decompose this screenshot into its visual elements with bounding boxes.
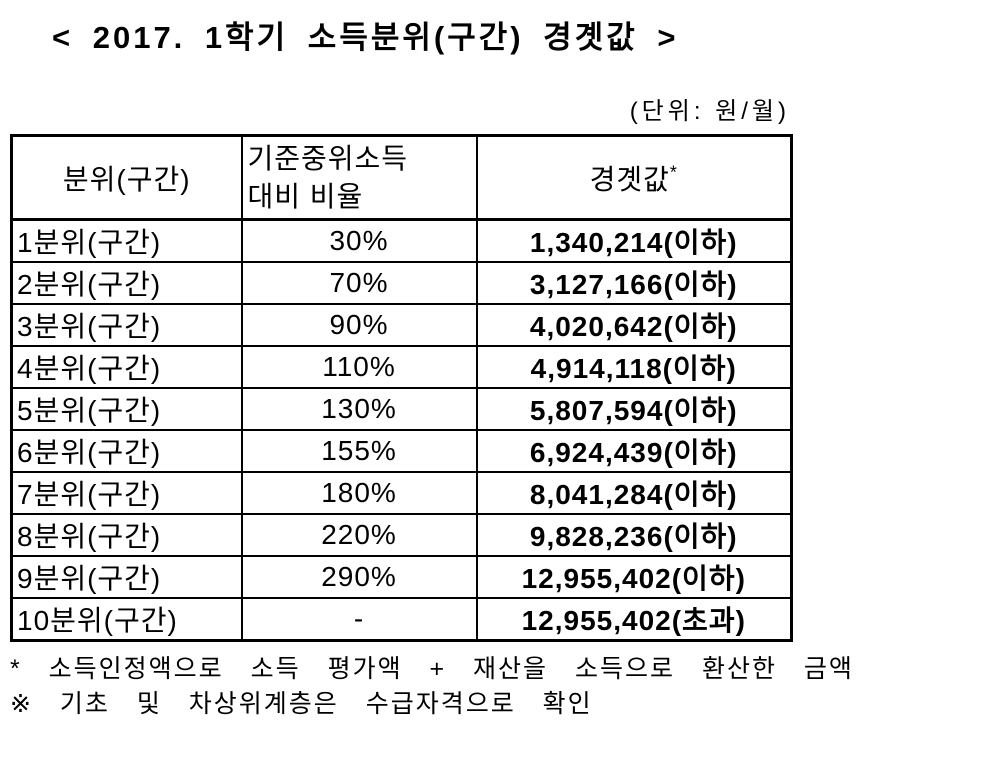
income-bracket-table: 분위(구간) 기준중위소득 대비 비율 경곗값* 1분위(구간) 30% 1,3… [10, 134, 793, 642]
table-row: 6분위(구간) 155% 6,924,439(이하) [10, 429, 793, 473]
ratio-cell: 110% [240, 345, 478, 389]
table-header-row: 분위(구간) 기준중위소득 대비 비율 경곗값* [10, 134, 793, 221]
bracket-cell: 7분위(구간) [10, 471, 243, 515]
table-row: 9분위(구간) 290% 12,955,402(이하) [10, 555, 793, 599]
bracket-cell: 9분위(구간) [10, 555, 243, 599]
header-ratio-line2: 대비 비율 [247, 180, 364, 212]
boundary-cell: 12,955,402(이하) [475, 555, 793, 599]
header-ratio: 기준중위소득 대비 비율 [240, 134, 478, 221]
header-boundary: 경곗값* [475, 134, 793, 221]
footnotes: * 소득인정액으로 소득 평가액 + 재산을 소득으로 환산한 금액 ※ 기초 … [10, 652, 990, 721]
table-row: 5분위(구간) 130% 5,807,594(이하) [10, 387, 793, 431]
boundary-cell: 1,340,214(이하) [475, 218, 793, 263]
boundary-cell: 12,955,402(초과) [475, 597, 793, 642]
ratio-cell: 180% [240, 471, 478, 515]
table-row: 4분위(구간) 110% 4,914,118(이하) [10, 345, 793, 389]
table-row: 10분위(구간) - 12,955,402(초과) [10, 597, 793, 642]
bracket-cell: 10분위(구간) [10, 597, 243, 642]
bracket-cell: 6분위(구간) [10, 429, 243, 473]
bracket-cell: 2분위(구간) [10, 261, 243, 305]
boundary-cell: 6,924,439(이하) [475, 429, 793, 473]
table-row: 1분위(구간) 30% 1,340,214(이하) [10, 218, 793, 263]
ratio-cell: 90% [240, 303, 478, 347]
bracket-cell: 4분위(구간) [10, 345, 243, 389]
boundary-cell: 9,828,236(이하) [475, 513, 793, 557]
footnote-basic-livelihood: ※ 기초 및 차상위계층은 수급자격으로 확인 [10, 689, 593, 718]
header-bracket: 분위(구간) [10, 134, 243, 221]
table-row: 8분위(구간) 220% 9,828,236(이하) [10, 513, 793, 557]
ratio-cell: 155% [240, 429, 478, 473]
bracket-cell: 3분위(구간) [10, 303, 243, 347]
table-row: 7분위(구간) 180% 8,041,284(이하) [10, 471, 793, 515]
bracket-cell: 8분위(구간) [10, 513, 243, 557]
ratio-cell: - [240, 597, 478, 642]
ratio-cell: 290% [240, 555, 478, 599]
footnote-income-definition: * 소득인정액으로 소득 평가액 + 재산을 소득으로 환산한 금액 [10, 655, 854, 683]
ratio-cell: 70% [240, 261, 478, 305]
boundary-cell: 4,020,642(이하) [475, 303, 793, 347]
ratio-cell: 130% [240, 387, 478, 431]
table-row: 3분위(구간) 90% 4,020,642(이하) [10, 303, 793, 347]
ratio-cell: 220% [240, 513, 478, 557]
header-ratio-line1: 기준중위소득 [247, 142, 409, 174]
boundary-cell: 5,807,594(이하) [475, 387, 793, 431]
bracket-cell: 5분위(구간) [10, 387, 243, 431]
header-boundary-label: 경곗값 [589, 163, 670, 195]
bracket-cell: 1분위(구간) [10, 218, 243, 263]
boundary-cell: 4,914,118(이하) [475, 345, 793, 389]
header-boundary-footnote-marker: * [669, 162, 678, 183]
boundary-cell: 8,041,284(이하) [475, 471, 793, 515]
table-row: 2분위(구간) 70% 3,127,166(이하) [10, 261, 793, 305]
boundary-cell: 3,127,166(이하) [475, 261, 793, 305]
unit-note: (단위: 원/월) [629, 98, 790, 125]
page-title: < 2017. 1학기 소득분위(구간) 경곗값 > [52, 20, 679, 55]
ratio-cell: 30% [240, 218, 478, 263]
